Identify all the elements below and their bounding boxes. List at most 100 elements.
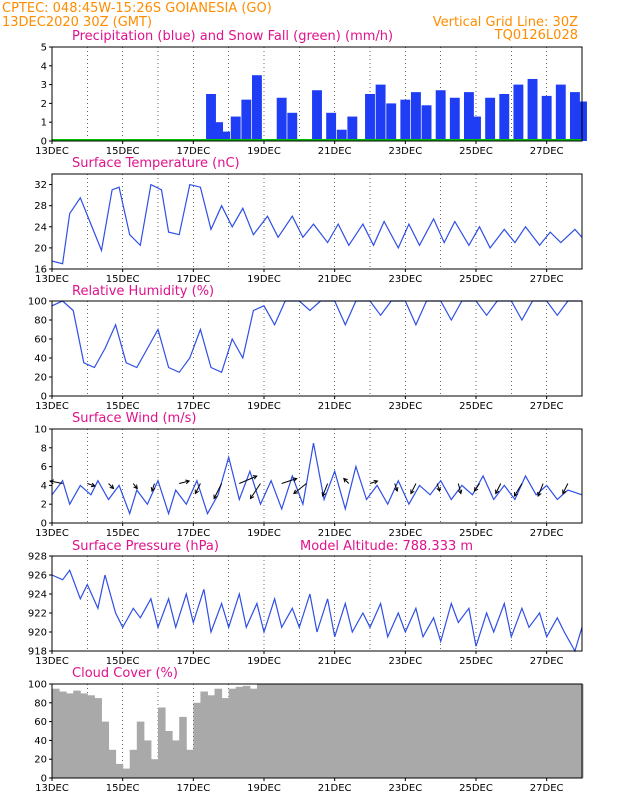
wind-arrow-head: [109, 484, 115, 490]
humidity-title: Relative Humidity (%): [72, 284, 214, 299]
precip-bar: [220, 131, 231, 141]
wind-arrow: [495, 483, 502, 494]
cloud-bar: [256, 684, 265, 778]
wind-arrow-head: [457, 489, 463, 495]
wind-arrow-head: [537, 491, 542, 497]
x-tick-label: 27DEC: [530, 146, 564, 157]
plot-frame: [51, 46, 583, 142]
y-tick-label: 4: [41, 481, 47, 492]
precip-bar: [449, 97, 460, 141]
cloud-bar: [299, 684, 336, 778]
cloud-bar: [186, 749, 194, 778]
wind-arrow-head: [562, 489, 567, 495]
y-tick-label: 922: [28, 609, 47, 620]
y-tick-label: 100: [28, 680, 47, 691]
header-grid-note: Vertical Grid Line: 30Z: [433, 15, 578, 30]
x-tick-label: 25DEC: [459, 783, 493, 794]
x-tick-label: 17DEC: [176, 528, 210, 539]
cloud-bar: [136, 721, 145, 778]
wind-arrow-head: [513, 492, 519, 497]
pres-series-line: [51, 569, 583, 653]
x-tick-label: 27DEC: [530, 274, 564, 285]
precip-bar: [513, 84, 524, 141]
x-tick-label: 19DEC: [247, 274, 281, 285]
cloud-bar: [52, 688, 60, 778]
x-tick-label: 15DEC: [106, 783, 140, 794]
x-tick-label: 17DEC: [176, 401, 210, 412]
pressure-panel: Surface Pressure (hPa) Model Altitude: 7…: [28, 539, 583, 667]
y-tick-label: 5: [41, 43, 47, 54]
x-tick-label: 25DEC: [459, 401, 493, 412]
cloud-bar: [235, 686, 244, 778]
cloud-bar: [122, 768, 131, 778]
wind-arrow-head: [133, 484, 138, 490]
y-tick-label: 80: [34, 316, 47, 327]
y-tick-label: 1: [41, 118, 47, 129]
plot-frame: [51, 683, 583, 779]
cloud-bar: [334, 684, 371, 778]
wind-arrow-head: [410, 489, 415, 495]
precip-bar: [241, 99, 252, 141]
cloud-bar: [179, 716, 187, 778]
humidity-panel: Relative Humidity (%) 0 20 40 60 80 100 13DEC 1…: [28, 284, 583, 412]
precip-bar: [463, 92, 474, 141]
cloud-bar: [546, 684, 583, 778]
plot-frame: [51, 300, 583, 397]
wind-arrow: [410, 483, 417, 494]
x-tick-label: 23DEC: [388, 656, 422, 667]
precip-bar: [541, 95, 552, 141]
cloud-bar: [370, 684, 406, 778]
x-tick-label: 25DEC: [459, 656, 493, 667]
precip-bar: [347, 116, 358, 141]
x-tick-label: 19DEC: [247, 528, 281, 539]
x-tick-label: 21DEC: [318, 146, 352, 157]
wind-arrow: [293, 483, 307, 494]
plot-frame: [51, 173, 583, 270]
x-tick-label: 15DEC: [106, 401, 140, 412]
x-tick-label: 25DEC: [459, 274, 493, 285]
precip-bar: [276, 97, 287, 141]
wind-arrow: [179, 480, 190, 485]
y-tick-label: 32: [34, 180, 47, 191]
y-tick-label: 0: [41, 137, 47, 148]
precip-bar: [499, 94, 510, 141]
cloud-bar: [59, 691, 67, 778]
y-tick-label: 16: [34, 265, 47, 276]
cloud-bar: [87, 695, 95, 778]
temp-series-line: [51, 183, 583, 265]
y-tick-label: 60: [34, 335, 47, 346]
cloud-bar: [440, 684, 477, 778]
x-tick-label: 21DEC: [318, 401, 352, 412]
x-tick-label: 15DEC: [106, 274, 140, 285]
cloud-bar: [108, 749, 117, 778]
y-tick-label: 2: [41, 99, 47, 110]
x-tick-label: 13DEC: [35, 274, 69, 285]
wind-series-line: [51, 442, 583, 516]
y-tick-label: 24: [34, 222, 47, 233]
cloud-bar: [511, 684, 548, 778]
precip-bar: [471, 116, 481, 141]
wind-arrow-head: [321, 491, 327, 497]
y-tick-label: 40: [34, 354, 47, 365]
y-tick-label: 20: [34, 373, 47, 384]
x-tick-label: 23DEC: [388, 146, 422, 157]
x-tick-label: 17DEC: [176, 656, 210, 667]
wind-arrow: [537, 483, 544, 497]
cloud-bar: [221, 698, 230, 778]
precip-bar: [230, 116, 241, 141]
plot-frame: [51, 555, 583, 652]
wind-arrow: [474, 483, 480, 492]
x-tick-label: 19DEC: [247, 146, 281, 157]
temperature-panel: Surface Temperature (nC) 16 20 24 28 32 13DEC…: [34, 156, 583, 285]
precip-bar: [206, 94, 216, 141]
x-tick-label: 23DEC: [388, 401, 422, 412]
x-tick-label: 13DEC: [35, 656, 69, 667]
cloud-bar: [80, 693, 88, 778]
y-tick-label: 924: [28, 590, 47, 601]
y-tick-label: 20: [34, 755, 47, 766]
temperature-title: Surface Temperature (nC): [72, 156, 240, 171]
header-date: 13DEC2020 30Z (GMT): [2, 15, 152, 30]
y-tick-label: 8: [41, 443, 47, 454]
precip-bar: [213, 122, 224, 141]
wind-panel: Surface Wind (m/s) 0 2 4 6 8 10 13DEC 15DEC 17DE…: [34, 411, 583, 539]
